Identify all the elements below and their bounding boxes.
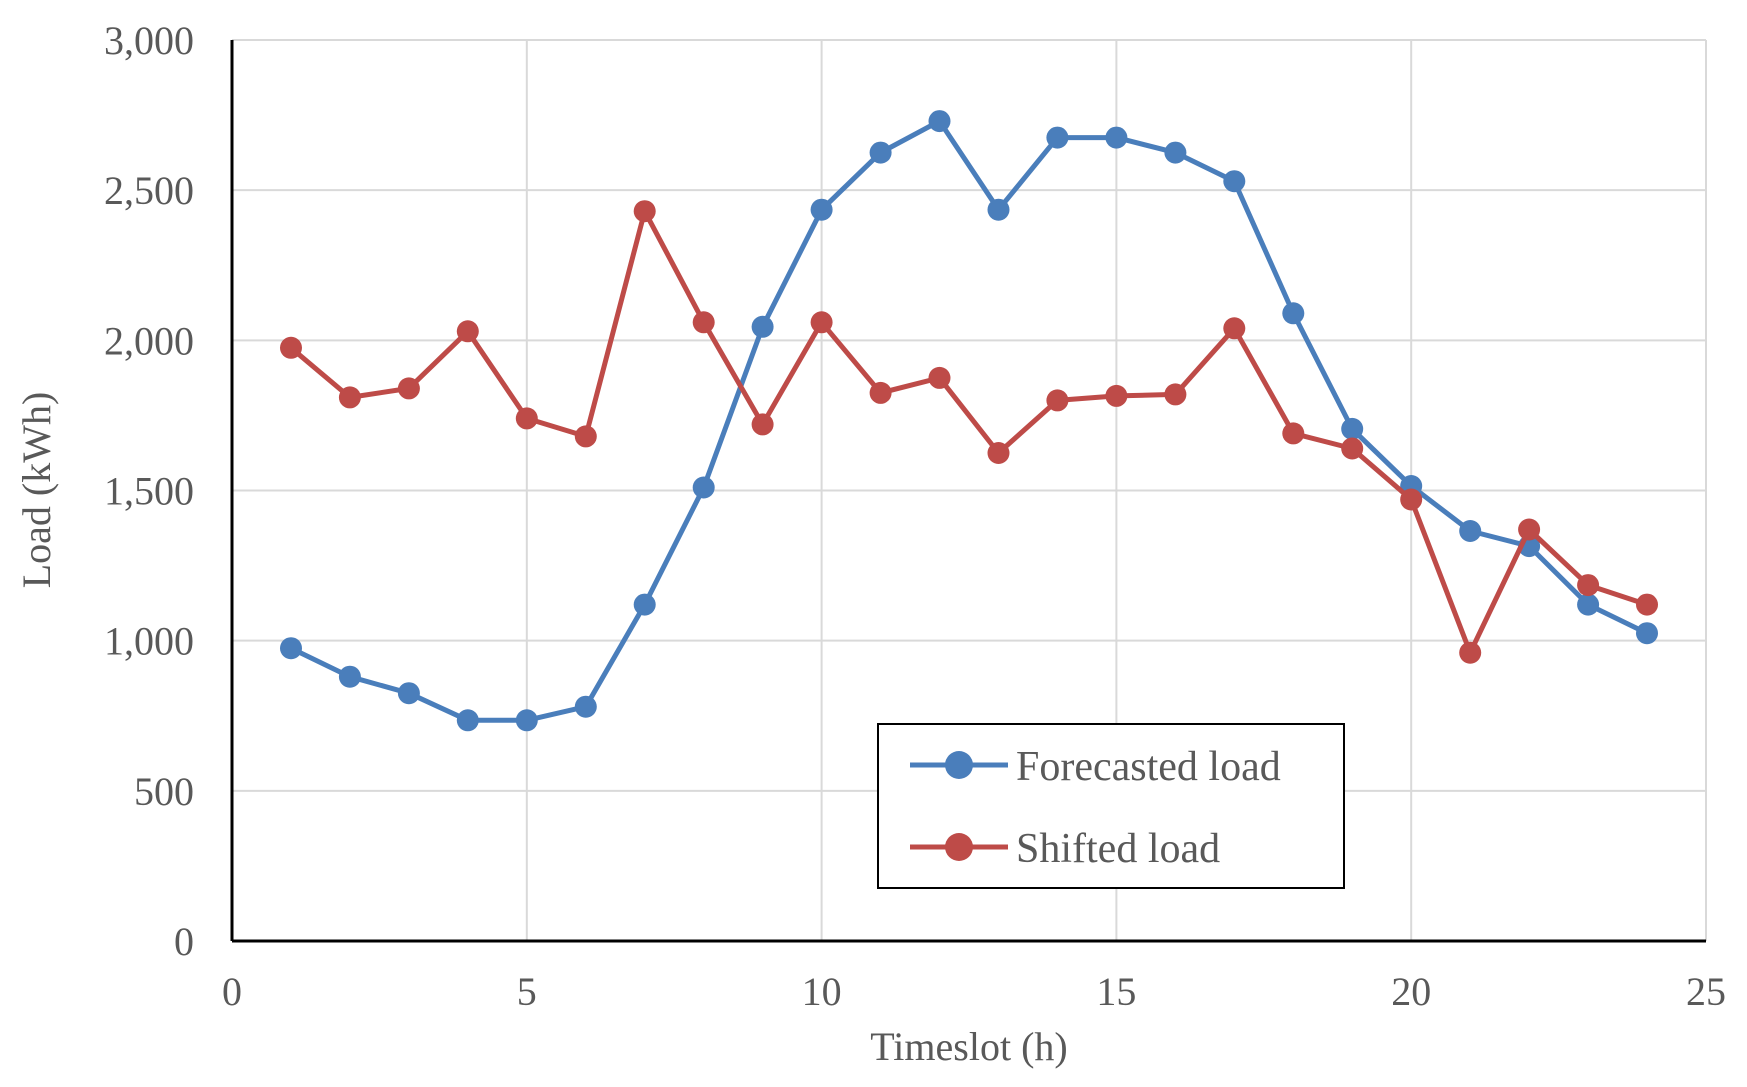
data-point-shifted-load	[574, 425, 597, 448]
data-point-forecasted-load	[574, 695, 597, 718]
gridlines	[232, 39, 1707, 941]
y-tick-label: 1,500	[104, 469, 194, 514]
series-shifted-load	[280, 200, 1658, 664]
legend: Forecasted load Shifted load	[877, 723, 1345, 889]
series-line-shifted-load	[288, 208, 1650, 656]
y-tick-label: 0	[174, 919, 194, 964]
data-point-shifted-load	[280, 336, 302, 359]
x-tick-label: 20	[1391, 969, 1431, 1014]
data-point-forecasted-load	[751, 315, 774, 338]
y-tick-label: 2,500	[104, 168, 194, 213]
y-tick-label: 2,000	[104, 318, 194, 363]
data-point-shifted-load	[1223, 317, 1246, 340]
data-point-shifted-load	[928, 366, 951, 389]
data-point-forecasted-load	[987, 198, 1010, 221]
data-point-forecasted-load	[692, 476, 715, 499]
data-point-shifted-load	[987, 442, 1010, 464]
data-point-shifted-load	[1400, 488, 1423, 511]
data-point-shifted-load	[456, 320, 479, 343]
legend-swatch-shifted-marker	[945, 833, 973, 861]
data-point-shifted-load	[515, 407, 538, 430]
legend-swatch-forecasted-marker	[945, 751, 973, 779]
data-point-shifted-load	[810, 311, 833, 334]
data-point-shifted-load	[338, 386, 361, 409]
data-point-forecasted-load	[1341, 417, 1364, 440]
data-point-forecasted-load	[397, 682, 420, 705]
data-point-shifted-load	[1282, 422, 1305, 445]
tick-labels: 0 500 1,000 1,500 2,000 2,500 3,000 0 5 10 15 20 25	[104, 18, 1726, 1014]
y-axis-label: Load (kWh)	[14, 392, 59, 589]
x-tick-label: 10	[802, 969, 842, 1014]
x-axis-label: Timeslot (h)	[870, 1024, 1067, 1069]
data-point-forecasted-load	[1105, 126, 1128, 149]
data-point-shifted-load	[1518, 518, 1541, 541]
legend-label-shifted: Shifted load	[1016, 826, 1220, 872]
data-point-shifted-load	[1105, 384, 1128, 407]
y-tick-label: 3,000	[104, 18, 194, 63]
data-point-forecasted-load	[633, 593, 656, 616]
data-point-forecasted-load	[1282, 302, 1305, 325]
series-forecasted-load	[280, 110, 1658, 732]
y-tick-label: 500	[134, 769, 194, 814]
data-point-forecasted-load	[1164, 141, 1187, 164]
data-point-forecasted-load	[1223, 170, 1246, 193]
data-point-forecasted-load	[869, 141, 892, 164]
data-point-shifted-load	[751, 413, 774, 436]
data-point-forecasted-load	[280, 637, 302, 660]
data-point-shifted-load	[397, 377, 420, 400]
data-point-forecasted-load	[1046, 126, 1069, 149]
axes	[230, 40, 1706, 943]
data-point-forecasted-load	[928, 110, 951, 133]
data-point-shifted-load	[1577, 574, 1600, 597]
data-point-forecasted-load	[515, 709, 538, 732]
series	[280, 110, 1658, 732]
legend-box	[877, 723, 1345, 889]
data-point-shifted-load	[1046, 389, 1069, 412]
data-point-shifted-load	[1341, 437, 1364, 460]
data-point-forecasted-load	[810, 198, 833, 221]
data-point-shifted-load	[633, 200, 656, 223]
x-tick-label: 25	[1686, 969, 1726, 1014]
data-point-forecasted-load	[1459, 520, 1482, 542]
data-point-shifted-load	[692, 311, 715, 334]
series-line-forecasted-load	[288, 118, 1650, 723]
x-tick-label: 0	[222, 969, 242, 1014]
y-tick-label: 1,000	[104, 619, 194, 664]
data-point-forecasted-load	[1577, 593, 1600, 616]
x-tick-label: 15	[1096, 969, 1136, 1014]
data-point-shifted-load	[869, 381, 892, 404]
x-tick-label: 5	[517, 969, 537, 1014]
data-point-shifted-load	[1459, 641, 1482, 664]
data-point-forecasted-load	[1636, 622, 1658, 645]
data-point-forecasted-load	[456, 709, 479, 732]
data-point-shifted-load	[1636, 593, 1658, 616]
data-point-shifted-load	[1164, 383, 1187, 406]
legend-label-forecasted: Forecasted load	[1016, 744, 1281, 790]
data-point-forecasted-load	[338, 665, 361, 688]
